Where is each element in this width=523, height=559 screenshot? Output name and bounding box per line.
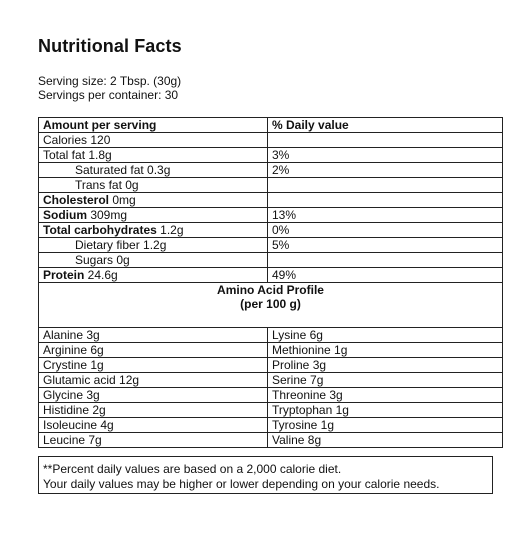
header-daily-value: % Daily value xyxy=(267,117,503,133)
nutrient-cell: Sodium 309mg xyxy=(38,207,268,223)
daily-value-cell: 49% xyxy=(267,267,503,283)
amino-cell: Alanine 3g xyxy=(38,327,268,343)
amino-row: Glutamic acid 12g Serine 7g xyxy=(38,372,503,388)
table-row: Calories 120 xyxy=(38,132,503,148)
amino-row: Alanine 3g Lysine 6g xyxy=(38,327,503,343)
amino-cell: Tryptophan 1g xyxy=(267,402,503,418)
nutrient-amount: 0mg xyxy=(109,193,136,207)
amino-cell: Glutamic acid 12g xyxy=(38,372,268,388)
amino-cell: Arginine 6g xyxy=(38,342,268,358)
amino-row: Isoleucine 4g Tyrosine 1g xyxy=(38,417,503,433)
amino-cell: Histidine 2g xyxy=(38,402,268,418)
daily-value-cell: 5% xyxy=(267,237,503,253)
amino-row: Glycine 3g Threonine 3g xyxy=(38,387,503,403)
header-amount: Amount per serving xyxy=(38,117,268,133)
nutrient-amount: 0g xyxy=(121,178,139,192)
nutrient-label: Saturated fat xyxy=(75,163,144,177)
table-row: Cholesterol 0mg xyxy=(38,192,503,208)
table-row: Total carbohydrates 1.2g 0% xyxy=(38,222,503,238)
amino-row: Crystine 1g Proline 3g xyxy=(38,357,503,373)
amino-heading: Amino Acid Profile xyxy=(217,283,324,298)
nutrient-cell: Cholesterol 0mg xyxy=(38,192,268,208)
serving-size: Serving size: 2 Tbsp. (30g) xyxy=(38,74,182,88)
nutrient-cell: Calories 120 xyxy=(38,132,268,148)
table-row: Sugars 0g xyxy=(38,252,503,268)
servings-per-container: Servings per container: 30 xyxy=(38,88,179,102)
daily-value-cell: 13% xyxy=(267,207,503,223)
amino-cell: Crystine 1g xyxy=(38,357,268,373)
footnote: **Percent daily values are based on a 2,… xyxy=(38,456,493,494)
page-title: Nutritional Facts xyxy=(38,36,182,56)
nutrient-cell: Trans fat 0g xyxy=(38,177,268,193)
table-row: Sodium 309mg 13% xyxy=(38,207,503,223)
amino-heading-cell: Amino Acid Profile (per 100 g) xyxy=(38,282,503,328)
amino-cell: Isoleucine 4g xyxy=(38,417,268,433)
daily-value-cell xyxy=(267,132,503,148)
nutrient-amount: 120 xyxy=(87,133,111,147)
nutrient-label: Total carbohydrates xyxy=(43,223,157,237)
amino-row: Leucine 7g Valine 8g xyxy=(38,432,503,448)
table-row: Total fat 1.8g 3% xyxy=(38,147,503,163)
nutrient-amount: 24.6g xyxy=(84,268,118,282)
amino-row: Arginine 6g Methionine 1g xyxy=(38,342,503,358)
nutrient-label: Total fat xyxy=(43,148,86,162)
footnote-line-1: **Percent daily values are based on a 2,… xyxy=(43,462,342,476)
amino-cell: Threonine 3g xyxy=(267,387,503,403)
nutrient-cell: Protein 24.6g xyxy=(38,267,268,283)
nutrient-amount: 1.8g xyxy=(85,148,112,162)
table-header-row: Amount per serving % Daily value xyxy=(38,117,503,133)
nutrient-label: Dietary fiber xyxy=(75,238,140,252)
nutrient-cell: Sugars 0g xyxy=(38,252,268,268)
nutrient-label: Protein xyxy=(43,268,85,282)
nutrient-cell: Dietary fiber 1.2g xyxy=(38,237,268,253)
amino-cell: Leucine 7g xyxy=(38,432,268,448)
nutrient-amount: 0.3g xyxy=(143,163,171,177)
daily-value-cell xyxy=(267,192,503,208)
nutrient-label: Sodium xyxy=(43,208,87,222)
nutrient-amount: 0g xyxy=(113,253,130,267)
amino-cell: Lysine 6g xyxy=(267,327,503,343)
amino-cell: Valine 8g xyxy=(267,432,503,448)
nutrient-amount: 1.2g xyxy=(139,238,167,252)
nutrient-amount: 1.2g xyxy=(156,223,184,237)
daily-value-cell xyxy=(267,177,503,193)
nutrition-table: Amount per serving % Daily value Calorie… xyxy=(38,117,503,448)
nutrient-amount: 309mg xyxy=(87,208,128,222)
daily-value-cell xyxy=(267,252,503,268)
daily-value-cell: 3% xyxy=(267,147,503,163)
nutrient-cell: Total carbohydrates 1.2g xyxy=(38,222,268,238)
amino-heading-row: Amino Acid Profile (per 100 g) xyxy=(38,282,503,328)
amino-cell: Glycine 3g xyxy=(38,387,268,403)
amino-row: Histidine 2g Tryptophan 1g xyxy=(38,402,503,418)
amino-cell: Methionine 1g xyxy=(267,342,503,358)
footnote-line-2: Your daily values may be higher or lower… xyxy=(43,477,440,491)
daily-value-cell: 2% xyxy=(267,162,503,178)
amino-cell: Tyrosine 1g xyxy=(267,417,503,433)
amino-subheading: (per 100 g) xyxy=(240,297,301,311)
nutrient-label: Cholesterol xyxy=(43,193,110,207)
table-row: Protein 24.6g 49% xyxy=(38,267,503,283)
serving-info: Serving size: 2 Tbsp. (30g) Servings per… xyxy=(38,74,181,102)
table-row: Trans fat 0g xyxy=(38,177,503,193)
amino-cell: Proline 3g xyxy=(267,357,503,373)
nutrient-label: Trans fat xyxy=(75,178,122,192)
table-row: Dietary fiber 1.2g 5% xyxy=(38,237,503,253)
nutrient-label: Sugars xyxy=(75,253,114,267)
daily-value-cell: 0% xyxy=(267,222,503,238)
nutrient-cell: Total fat 1.8g xyxy=(38,147,268,163)
nutrient-label: Calories xyxy=(43,133,88,147)
table-row: Saturated fat 0.3g 2% xyxy=(38,162,503,178)
nutrient-cell: Saturated fat 0.3g xyxy=(38,162,268,178)
amino-cell: Serine 7g xyxy=(267,372,503,388)
